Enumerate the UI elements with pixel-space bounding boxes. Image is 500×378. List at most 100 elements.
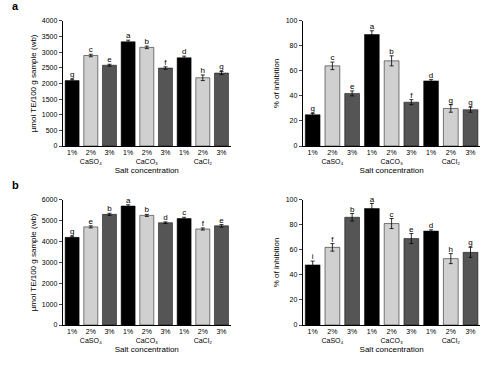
svg-text:3%: 3% (216, 149, 226, 156)
svg-text:Salt concentration: Salt concentration (115, 345, 179, 354)
svg-text:6000: 6000 (42, 196, 58, 203)
svg-text:2%: 2% (327, 328, 337, 335)
svg-text:3500: 3500 (42, 33, 58, 40)
svg-text:0: 0 (53, 321, 57, 328)
svg-text:500: 500 (46, 127, 58, 134)
svg-text:a: a (370, 195, 375, 204)
svg-text:80: 80 (290, 42, 298, 49)
svg-text:a: a (12, 0, 19, 12)
svg-text:c: c (330, 53, 334, 62)
svg-text:60: 60 (290, 67, 298, 74)
svg-text:CaCO₃: CaCO₃ (380, 337, 402, 344)
svg-text:1500: 1500 (42, 96, 58, 103)
svg-text:1%: 1% (123, 149, 133, 156)
svg-text:CaCO₃: CaCO₃ (136, 158, 158, 165)
svg-text:g: g (310, 104, 314, 113)
svg-text:3%: 3% (406, 149, 416, 156)
svg-text:a: a (126, 31, 131, 40)
svg-text:c: c (89, 45, 93, 54)
svg-text:1%: 1% (308, 149, 318, 156)
svg-text:f: f (410, 91, 413, 100)
svg-text:2500: 2500 (42, 64, 58, 71)
svg-text:Salt concentration: Salt concentration (115, 166, 179, 175)
svg-text:3000: 3000 (42, 259, 58, 266)
svg-text:3%: 3% (160, 149, 170, 156)
svg-text:CaSO₄: CaSO₄ (321, 337, 343, 344)
svg-text:40: 40 (290, 92, 298, 99)
svg-text:CaSO₄: CaSO₄ (80, 158, 102, 165)
svg-text:2%: 2% (327, 149, 337, 156)
svg-text:2%: 2% (387, 328, 397, 335)
svg-text:20: 20 (290, 117, 298, 124)
svg-text:1%: 1% (67, 149, 77, 156)
svg-text:c: c (390, 210, 394, 219)
svg-text:d: d (182, 47, 186, 56)
svg-text:1%: 1% (367, 149, 377, 156)
svg-text:b: b (145, 37, 150, 46)
svg-text:a: a (370, 22, 375, 31)
svg-text:Salt concentration: Salt concentration (360, 166, 424, 175)
svg-text:CaSO₄: CaSO₄ (80, 337, 102, 344)
svg-text:f: f (164, 58, 167, 67)
svg-text:2%: 2% (446, 328, 456, 335)
svg-text:g: g (449, 96, 453, 105)
svg-text:CaCl₂: CaCl₂ (194, 337, 213, 344)
svg-text:b: b (107, 204, 112, 213)
svg-text:µmol TE/100 g sample (wb): µmol TE/100 g sample (wb) (29, 213, 38, 311)
svg-text:b: b (12, 179, 19, 191)
svg-text:d: d (429, 221, 433, 230)
svg-text:100: 100 (286, 196, 298, 203)
svg-text:e: e (219, 216, 224, 225)
svg-text:b: b (389, 47, 394, 56)
svg-text:0: 0 (53, 142, 57, 149)
svg-text:5000: 5000 (42, 217, 58, 224)
svg-text:CaSO₄: CaSO₄ (321, 158, 343, 165)
svg-text:4000: 4000 (42, 238, 58, 245)
svg-text:40: 40 (290, 271, 298, 278)
svg-text:g: g (219, 62, 223, 71)
svg-text:1%: 1% (426, 328, 436, 335)
svg-text:g: g (70, 227, 74, 236)
svg-text:2000: 2000 (42, 80, 58, 87)
svg-text:b: b (145, 205, 150, 214)
svg-text:g: g (468, 238, 472, 247)
svg-text:2%: 2% (446, 149, 456, 156)
svg-text:e: e (409, 225, 414, 234)
svg-text:3%: 3% (347, 149, 357, 156)
svg-text:f: f (331, 235, 334, 244)
svg-text:2%: 2% (86, 328, 96, 335)
svg-text:1%: 1% (308, 328, 318, 335)
svg-text:c: c (182, 208, 186, 217)
svg-text:f: f (202, 219, 205, 228)
svg-text:100: 100 (286, 17, 298, 24)
svg-text:2%: 2% (387, 149, 397, 156)
svg-text:3%: 3% (216, 328, 226, 335)
svg-text:d: d (429, 71, 433, 80)
svg-text:e: e (107, 55, 112, 64)
svg-text:0: 0 (293, 321, 297, 328)
svg-text:4000: 4000 (42, 17, 58, 24)
svg-text:1%: 1% (426, 149, 436, 156)
svg-text:CaCl₂: CaCl₂ (194, 158, 213, 165)
svg-text:3000: 3000 (42, 49, 58, 56)
svg-text:3%: 3% (406, 328, 416, 335)
svg-text:% of inhibition: % of inhibition (272, 237, 281, 287)
svg-text:Salt concentration: Salt concentration (360, 345, 424, 354)
svg-text:CaCl₂: CaCl₂ (442, 337, 461, 344)
svg-text:d: d (163, 213, 167, 222)
svg-text:h: h (449, 245, 453, 254)
svg-text:80: 80 (290, 221, 298, 228)
svg-text:1%: 1% (123, 328, 133, 335)
svg-text:1%: 1% (179, 328, 189, 335)
svg-text:1%: 1% (179, 149, 189, 156)
svg-text:3%: 3% (465, 149, 475, 156)
svg-text:2%: 2% (198, 149, 208, 156)
svg-text:CaCO₃: CaCO₃ (380, 158, 402, 165)
svg-text:1%: 1% (67, 328, 77, 335)
svg-text:% of inhibition: % of inhibition (272, 58, 281, 108)
svg-text:3%: 3% (104, 149, 114, 156)
svg-text:e: e (350, 82, 355, 91)
svg-text:b: b (350, 205, 355, 214)
svg-text:2%: 2% (142, 149, 152, 156)
svg-text:CaCO₃: CaCO₃ (136, 337, 158, 344)
